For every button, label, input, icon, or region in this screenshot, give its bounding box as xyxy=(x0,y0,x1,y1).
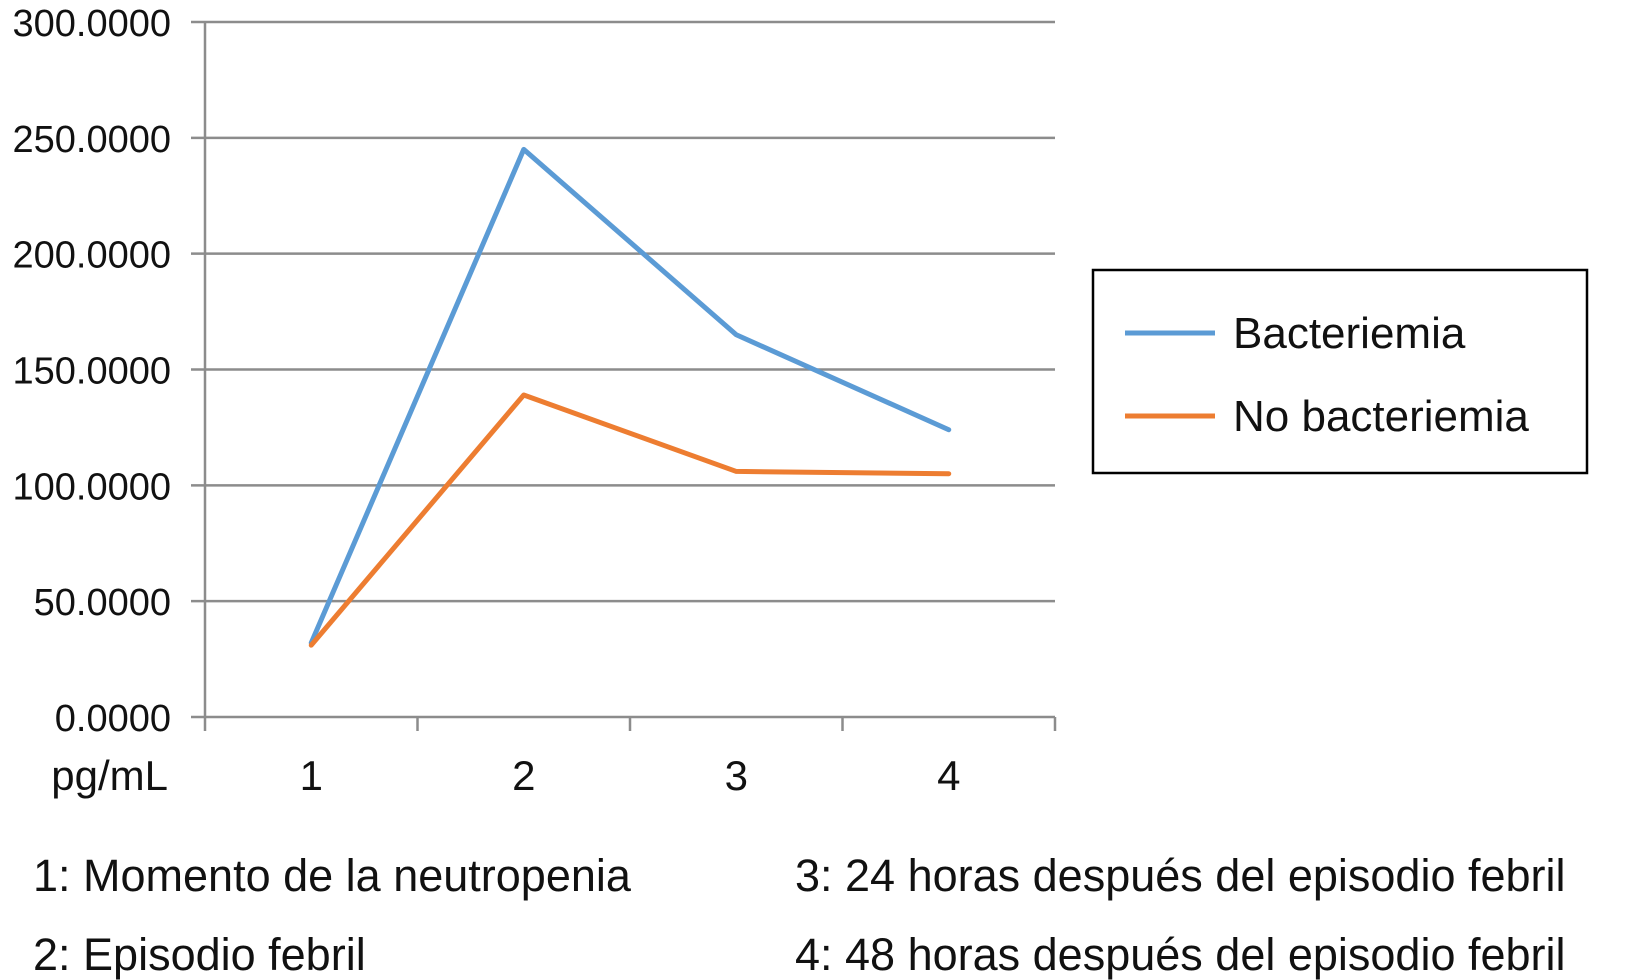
y-tick-labels: 0.0000 50.0000 100.0000 150.0000 200.0000 250… xyxy=(13,3,172,740)
note-3: 3: 24 horas después del episodio febril xyxy=(795,850,1566,901)
x-tick-label: 2 xyxy=(512,752,535,799)
series-lines xyxy=(308,146,952,648)
y-tick-label: 200.0000 xyxy=(13,235,172,277)
legend-label: Bacteriemia xyxy=(1233,309,1466,358)
y-tick-label: 300.0000 xyxy=(13,3,172,45)
y-tick-label: 150.0000 xyxy=(13,351,172,393)
legend-box xyxy=(1091,268,1589,475)
y-tick-label: 250.0000 xyxy=(13,119,172,161)
gridlines xyxy=(191,20,1055,603)
y-tick-label: 0.0000 xyxy=(55,698,171,740)
x-tick-label: 3 xyxy=(725,752,748,799)
legend: Bacteriemia No bacteriemia xyxy=(1091,268,1589,475)
y-tick-label: 100.0000 xyxy=(13,466,172,508)
x-tick-labels: 1 2 3 4 xyxy=(300,752,961,799)
note-4: 4: 48 horas después del episodio febril xyxy=(795,929,1566,980)
note-1: 1: Momento de la neutropenia xyxy=(33,850,631,901)
note-2: 2: Episodio febril xyxy=(33,929,366,980)
y-unit-label: pg/mL xyxy=(51,752,168,799)
series-line-1 xyxy=(308,146,952,646)
axes xyxy=(191,22,1057,731)
legend-label: No bacteriemia xyxy=(1233,392,1529,441)
x-tick-label: 4 xyxy=(937,752,960,799)
x-tick-label: 1 xyxy=(300,752,323,799)
y-tick-label: 50.0000 xyxy=(34,582,171,624)
series-line-2 xyxy=(308,392,952,648)
